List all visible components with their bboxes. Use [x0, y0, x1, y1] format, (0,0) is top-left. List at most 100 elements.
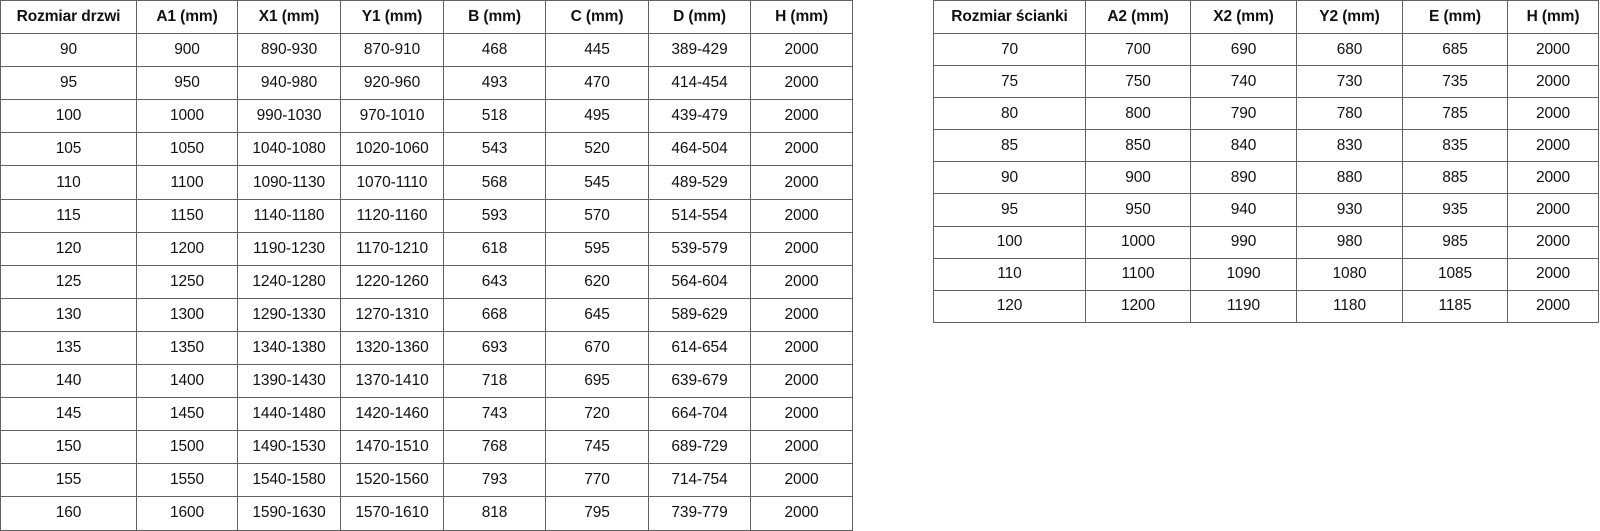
table-cell: 1020-1060 — [340, 132, 444, 167]
table-cell: 445 — [545, 33, 649, 68]
table-cell: 614-654 — [648, 330, 751, 366]
table-cell: 95 — [933, 193, 1086, 227]
table-cell: 2000 — [1507, 129, 1599, 163]
table-cell: 740 — [1190, 65, 1297, 99]
table-row: 90 900 890-930 870-910 468 445 389-429 2000 — [0, 33, 853, 68]
table-cell: 1340-1380 — [237, 330, 341, 366]
table-header-row: Rozmiar drzwi A1 (mm) X1 (mm) Y1 (mm) B (mm)… — [0, 0, 853, 35]
table-cell: 890-930 — [237, 33, 341, 68]
table-cell: 1085 — [1402, 257, 1508, 291]
table-cell: 105 — [0, 132, 137, 167]
table-cell: 1140-1180 — [237, 198, 341, 233]
table-cell: 645 — [545, 297, 649, 332]
table-header-row: Rozmiar ścianki A2 (mm) X2 (mm) Y2 (mm) E (m… — [933, 0, 1599, 34]
wall-table-header: Rozmiar ścianki A2 (mm) X2 (mm) Y2 (mm) E (m… — [933, 0, 1599, 34]
table-cell: 1300 — [136, 297, 238, 332]
table-row: 120 1200 1190 1180 1185 2000 — [933, 289, 1599, 323]
table-cell: 689-729 — [648, 430, 751, 465]
table-cell: 1200 — [136, 231, 238, 266]
table-cell: 468 — [443, 33, 546, 68]
table-cell: 690 — [1190, 32, 1297, 67]
table-cell: 2000 — [750, 33, 853, 68]
table-cell: 1490-1530 — [237, 430, 341, 465]
table-cell: 155 — [0, 463, 137, 498]
table-cell: 2000 — [1507, 161, 1599, 195]
table-cell: 830 — [1296, 129, 1403, 163]
table-cell: 489-529 — [648, 165, 751, 200]
table-cell: 1540-1580 — [237, 463, 341, 498]
table-cell: 495 — [545, 99, 649, 134]
table-cell: 785 — [1402, 97, 1508, 131]
table-cell: 518 — [443, 99, 546, 134]
table-cell: 1550 — [136, 463, 238, 498]
table-row: 110 1100 1090-1130 1070-1110 568 545 489-529 20… — [0, 165, 853, 200]
table-cell: 514-554 — [648, 198, 751, 233]
table-cell: 2000 — [1507, 32, 1599, 67]
table-cell: 1370-1410 — [340, 364, 444, 399]
table-cell: 2000 — [1507, 193, 1599, 227]
wall-table-body: 70 700 690 680 685 2000 75 750 740 730 735 2000 80 80… — [933, 32, 1599, 323]
table-cell: 1000 — [1085, 225, 1191, 259]
table-cell: 1270-1310 — [340, 297, 444, 332]
table-cell: 795 — [545, 496, 649, 531]
table-row: 115 1150 1140-1180 1120-1160 593 570 514-554 20… — [0, 198, 853, 233]
table-cell: 1520-1560 — [340, 463, 444, 498]
table-row: 140 1400 1390-1430 1370-1410 718 695 639-679 20… — [0, 364, 853, 399]
table-cell: 90 — [933, 161, 1086, 195]
table-cell: 1600 — [136, 496, 238, 531]
table-cell: 1470-1510 — [340, 430, 444, 465]
table-cell: 639-679 — [648, 364, 751, 399]
table-cell: 735 — [1402, 65, 1508, 99]
table-row: 150 1500 1490-1530 1470-1510 768 745 689-729 20… — [0, 430, 853, 465]
table-cell: 135 — [0, 330, 137, 366]
table-cell: 940-980 — [237, 66, 341, 101]
table-row: 100 1000 990-1030 970-1010 518 495 439-479 2000 — [0, 99, 853, 134]
table-cell: 1500 — [136, 430, 238, 465]
table-cell: 2000 — [750, 463, 853, 498]
table-cell: 539-579 — [648, 231, 751, 266]
table-cell: 920-960 — [340, 66, 444, 101]
column-header-5: H (mm) — [1507, 0, 1599, 34]
table-cell: 643 — [443, 264, 546, 299]
table-row: 100 1000 990 980 985 2000 — [933, 225, 1599, 259]
table-row: 145 1450 1440-1480 1420-1460 743 720 664-704 20… — [0, 397, 853, 432]
table-cell: 2000 — [750, 496, 853, 531]
table-cell: 890 — [1190, 161, 1297, 195]
column-header-4: E (mm) — [1402, 0, 1508, 34]
table-cell: 470 — [545, 66, 649, 101]
door-dimensions-table: Rozmiar drzwi A1 (mm) X1 (mm) Y1 (mm) B (mm)… — [0, 0, 853, 531]
table-row: 125 1250 1240-1280 1220-1260 643 620 564-604 20… — [0, 264, 853, 299]
table-cell: 2000 — [750, 66, 853, 101]
table-cell: 1240-1280 — [237, 264, 341, 299]
table-cell: 564-604 — [648, 264, 751, 299]
table-cell: 568 — [443, 165, 546, 200]
table-cell: 2000 — [750, 264, 853, 299]
table-cell: 90 — [0, 33, 137, 68]
table-cell: 885 — [1402, 161, 1508, 195]
table-cell: 85 — [933, 129, 1086, 163]
table-cell: 1070-1110 — [340, 165, 444, 200]
table-cell: 2000 — [1507, 257, 1599, 291]
table-cell: 790 — [1190, 97, 1297, 131]
table-cell: 75 — [933, 65, 1086, 99]
table-cell: 100 — [0, 99, 137, 134]
table-cell: 1180 — [1296, 289, 1403, 323]
column-header-6: D (mm) — [648, 0, 751, 35]
table-cell: 818 — [443, 496, 546, 531]
table-cell: 1450 — [136, 397, 238, 432]
table-cell: 1120-1160 — [340, 198, 444, 233]
table-cell: 1000 — [136, 99, 238, 134]
table-cell: 1150 — [136, 198, 238, 233]
table-cell: 2000 — [1507, 97, 1599, 131]
table-cell: 950 — [136, 66, 238, 101]
table-cell: 668 — [443, 297, 546, 332]
table-cell: 2000 — [750, 430, 853, 465]
table-row: 80 800 790 780 785 2000 — [933, 97, 1599, 131]
column-header-5: C (mm) — [545, 0, 649, 35]
table-cell: 2000 — [750, 397, 853, 432]
table-cell: 593 — [443, 198, 546, 233]
table-cell: 414-454 — [648, 66, 751, 101]
table-cell: 545 — [545, 165, 649, 200]
table-cell: 2000 — [750, 330, 853, 366]
column-header-0: Rozmiar ścianki — [933, 0, 1086, 34]
